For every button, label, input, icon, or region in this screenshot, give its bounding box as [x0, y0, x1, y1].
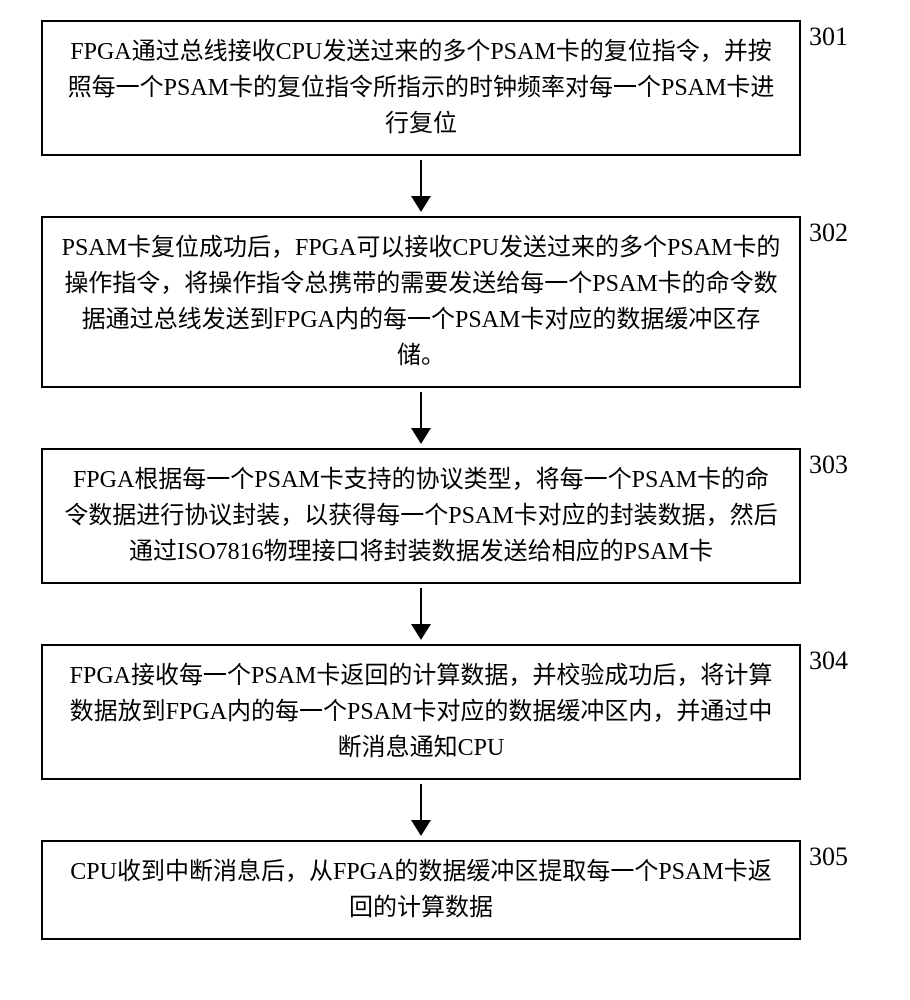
step-text: FPGA通过总线接收CPU发送过来的多个PSAM卡的复位指令，并按照每一个PSA…	[68, 39, 775, 137]
step-box-301: FPGA通过总线接收CPU发送过来的多个PSAM卡的复位指令，并按照每一个PSA…	[41, 20, 801, 156]
step-box-302: PSAM卡复位成功后，FPGA可以接收CPU发送过来的多个PSAM卡的操作指令，…	[41, 216, 801, 388]
step-row: CPU收到中断消息后，从FPGA的数据缓冲区提取每一个PSAM卡返回的计算数据 …	[20, 840, 890, 940]
arrow-head-icon	[411, 820, 431, 836]
step-row: PSAM卡复位成功后，FPGA可以接收CPU发送过来的多个PSAM卡的操作指令，…	[20, 216, 890, 388]
step-row: FPGA根据每一个PSAM卡支持的协议类型，将每一个PSAM卡的命令数据进行协议…	[20, 448, 890, 584]
step-label-301: 301	[809, 22, 869, 52]
arrow	[411, 784, 431, 836]
step-text: CPU收到中断消息后，从FPGA的数据缓冲区提取每一个PSAM卡返回的计算数据	[70, 859, 771, 921]
arrow-head-icon	[411, 428, 431, 444]
step-box-303: FPGA根据每一个PSAM卡支持的协议类型，将每一个PSAM卡的命令数据进行协议…	[41, 448, 801, 584]
arrow-line	[420, 588, 422, 624]
arrow	[411, 160, 431, 212]
arrow-line	[420, 392, 422, 428]
arrow-line	[420, 784, 422, 820]
step-row: FPGA通过总线接收CPU发送过来的多个PSAM卡的复位指令，并按照每一个PSA…	[20, 20, 890, 156]
step-text: PSAM卡复位成功后，FPGA可以接收CPU发送过来的多个PSAM卡的操作指令，…	[62, 235, 781, 369]
arrow-head-icon	[411, 624, 431, 640]
step-label-304: 304	[809, 646, 869, 676]
flowchart-container: FPGA通过总线接收CPU发送过来的多个PSAM卡的复位指令，并按照每一个PSA…	[20, 20, 890, 940]
step-label-305: 305	[809, 842, 869, 872]
step-text: FPGA根据每一个PSAM卡支持的协议类型，将每一个PSAM卡的命令数据进行协议…	[64, 467, 777, 565]
step-label-303: 303	[809, 450, 869, 480]
step-label-302: 302	[809, 218, 869, 248]
arrow-head-icon	[411, 196, 431, 212]
step-box-304: FPGA接收每一个PSAM卡返回的计算数据，并校验成功后，将计算数据放到FPGA…	[41, 644, 801, 780]
arrow	[411, 392, 431, 444]
step-box-305: CPU收到中断消息后，从FPGA的数据缓冲区提取每一个PSAM卡返回的计算数据	[41, 840, 801, 940]
step-text: FPGA接收每一个PSAM卡返回的计算数据，并校验成功后，将计算数据放到FPGA…	[70, 663, 773, 761]
arrow	[411, 588, 431, 640]
step-row: FPGA接收每一个PSAM卡返回的计算数据，并校验成功后，将计算数据放到FPGA…	[20, 644, 890, 780]
arrow-line	[420, 160, 422, 196]
